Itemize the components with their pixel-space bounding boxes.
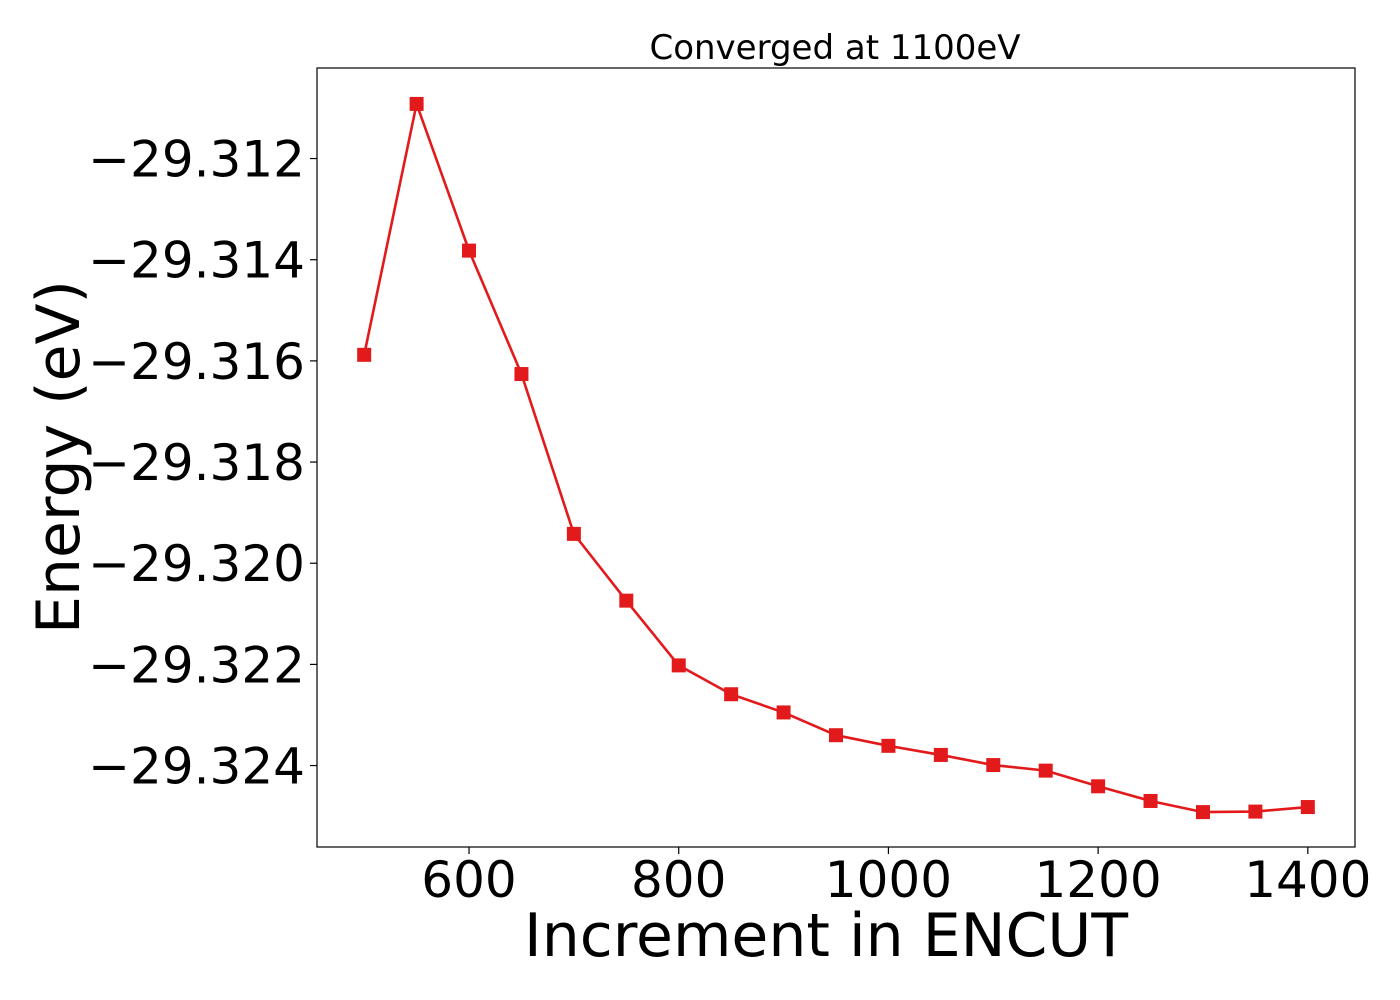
plot-frame [316, 67, 1356, 848]
data-point-marker [514, 367, 529, 382]
data-point-marker [409, 96, 424, 111]
data-point-marker [724, 687, 739, 702]
x-tick-label: 1200 [1034, 851, 1161, 909]
data-point-marker [1300, 800, 1315, 815]
x-axis-title: Increment in ENCUT [524, 901, 1128, 971]
data-point-marker [462, 243, 477, 258]
data-point-marker [1091, 779, 1106, 794]
x-tick-label: 1000 [825, 851, 952, 909]
y-tick-label: −29.314 [88, 232, 305, 290]
data-point-marker [1038, 763, 1053, 778]
data-point-marker [1195, 805, 1210, 820]
data-point-marker [671, 658, 686, 673]
x-tick-label: 1400 [1244, 851, 1371, 909]
y-tick-label: −29.316 [88, 333, 305, 391]
y-tick-label: −29.322 [88, 636, 305, 694]
data-point-marker [619, 593, 634, 608]
data-point-marker [566, 526, 581, 541]
data-point-marker [986, 758, 1001, 773]
y-tick-label: −29.324 [88, 738, 305, 796]
data-point-marker [1248, 804, 1263, 819]
data-point-marker [357, 347, 372, 362]
plot-area: 600 800 1000 1200 1400 −29.312 −29.314 −29.316 −… [88, 67, 1371, 909]
y-axis-title: Energy (eV) [24, 280, 94, 634]
y-tick-label: −29.312 [88, 131, 305, 189]
x-tick-label: 600 [421, 851, 516, 909]
data-point-marker [829, 728, 843, 743]
chart-title: Converged at 1100eV [649, 28, 1020, 68]
data-point-marker [933, 747, 948, 762]
y-tick-label: −29.320 [88, 535, 305, 593]
x-tick-label: 800 [631, 851, 726, 909]
y-tick-label: −29.318 [88, 434, 305, 492]
data-point-marker [881, 738, 896, 753]
data-point-marker [776, 705, 791, 720]
data-point-marker [1143, 793, 1158, 808]
